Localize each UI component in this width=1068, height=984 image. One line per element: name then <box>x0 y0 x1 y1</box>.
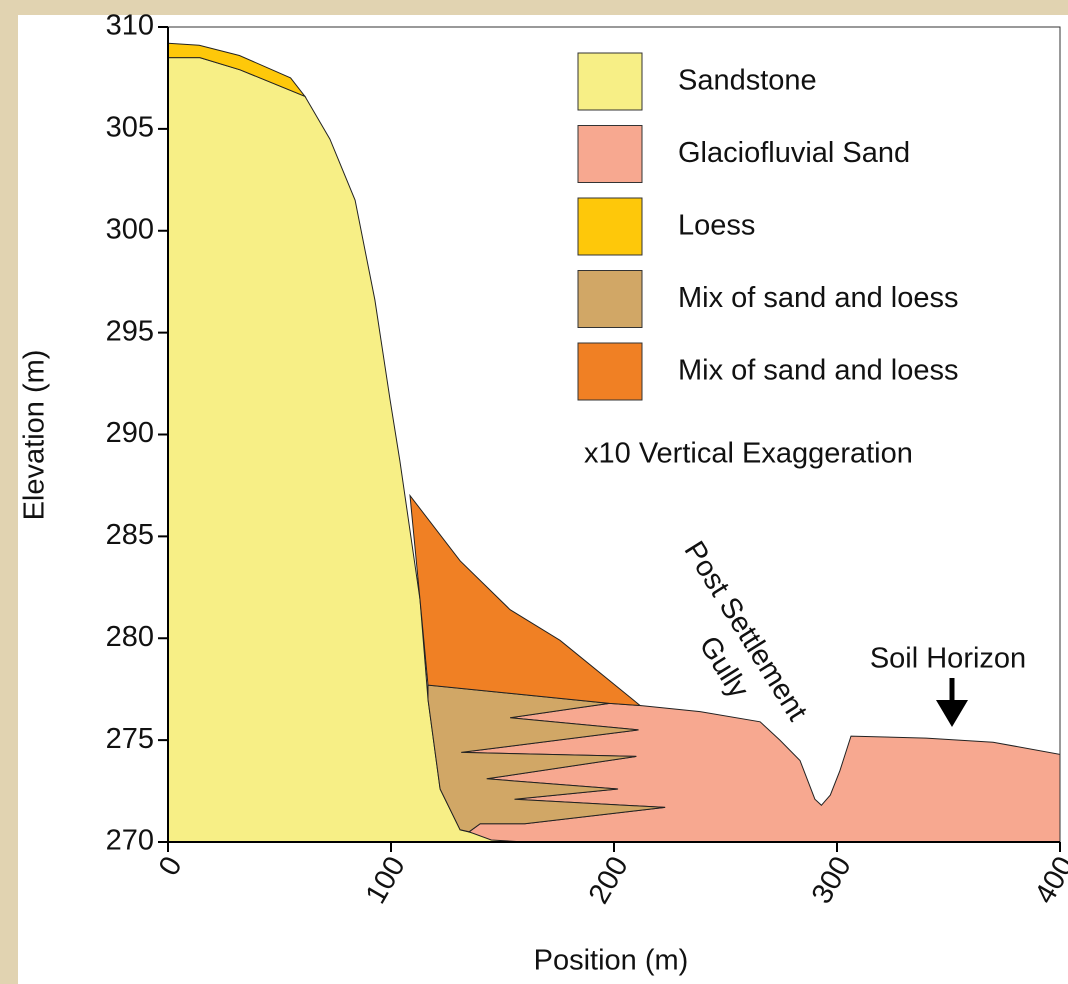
y-tick-label: 285 <box>106 519 154 551</box>
y-tick-label: 300 <box>106 213 154 245</box>
legend-swatch <box>578 126 642 183</box>
x-axis-label: Position (m) <box>534 945 689 977</box>
chart: Position (m) Elevation (m) 270 275 280 285 2… <box>0 0 1068 984</box>
legend-label: Sandstone <box>678 65 817 97</box>
legend-swatch <box>578 53 642 110</box>
y-tick-label: 290 <box>106 417 154 449</box>
y-axis-label: Elevation (m) <box>19 350 51 521</box>
annotation: Soil Horizon <box>870 643 1026 675</box>
legend-swatch <box>578 343 642 400</box>
legend-label: Mix of sand and loess <box>678 282 958 314</box>
y-tick-label: 270 <box>106 825 154 857</box>
legend-label: Loess <box>678 210 755 242</box>
legend-swatch <box>578 271 642 328</box>
y-tick-label: 275 <box>106 723 154 755</box>
y-tick-label: 280 <box>106 621 154 653</box>
y-tick-label: 305 <box>106 112 154 144</box>
y-tick-label: 310 <box>106 10 154 42</box>
y-tick-label: 295 <box>106 315 154 347</box>
legend-swatch <box>578 198 642 255</box>
legend-label: Glaciofluvial Sand <box>678 137 910 169</box>
annotation: x10 Vertical Exaggeration <box>584 438 913 470</box>
legend-label: Mix of sand and loess <box>678 355 958 387</box>
